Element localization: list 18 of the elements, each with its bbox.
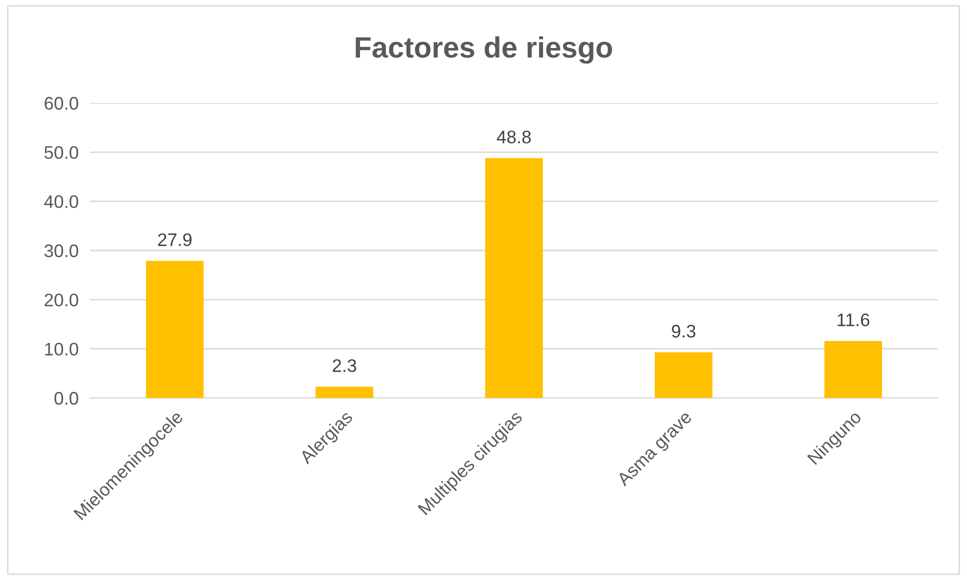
y-tick-label: 40.0 xyxy=(44,195,78,208)
y-tick-label: 0.0 xyxy=(54,392,78,405)
data-label: 27.9 xyxy=(158,233,192,246)
data-label: 48.8 xyxy=(496,130,531,144)
data-label: 2.3 xyxy=(332,359,356,372)
bar xyxy=(654,352,712,398)
y-tick-label: 60.0 xyxy=(44,96,78,110)
y-tick-label: 50.0 xyxy=(44,146,78,159)
bar xyxy=(824,340,882,398)
y-tick-label: 30.0 xyxy=(44,244,78,258)
data-label: 11.6 xyxy=(838,314,870,326)
bar xyxy=(316,386,374,398)
data-label: 9.3 xyxy=(672,324,696,338)
y-tick-label: 20.0 xyxy=(44,294,78,306)
bar xyxy=(146,260,204,398)
chart-title: Factores de riesgo xyxy=(356,36,612,64)
bar xyxy=(485,158,543,398)
y-tick-label: 10.0 xyxy=(45,342,78,356)
